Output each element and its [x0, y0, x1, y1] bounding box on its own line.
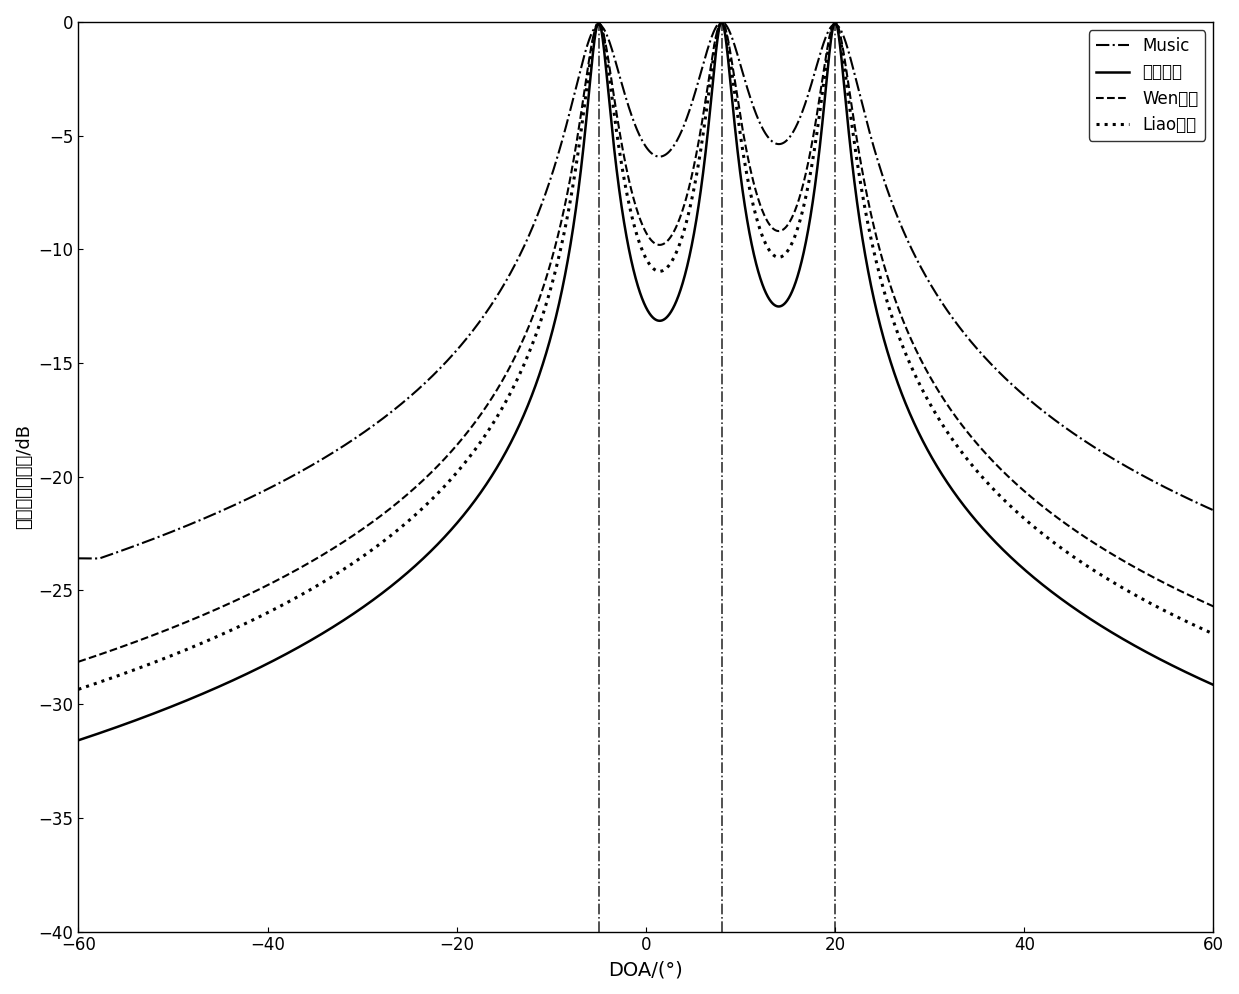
Music — [809, 59, 824, 71]
Liao算法 — [714, 16, 729, 28]
Music — [278, 474, 292, 486]
Music — [918, 270, 933, 282]
Music — [1005, 379, 1020, 391]
所提算法 — [809, 166, 824, 178]
Liao算法 — [752, 222, 767, 234]
Line: Music: Music — [78, 22, 1213, 559]
所提算法 — [504, 434, 519, 446]
Music — [71, 553, 85, 565]
Wen算法 — [918, 363, 933, 375]
Line: 所提算法: 所提算法 — [78, 22, 1213, 741]
Liao算法 — [918, 390, 933, 402]
Music — [506, 263, 520, 275]
所提算法 — [71, 735, 85, 746]
所提算法 — [278, 649, 292, 661]
Line: Wen算法: Wen算法 — [78, 22, 1213, 662]
Music — [1206, 504, 1220, 516]
所提算法 — [1005, 553, 1020, 565]
Music — [752, 116, 767, 128]
Y-axis label: 归一化输出功率/dB: 归一化输出功率/dB — [15, 424, 33, 529]
Liao算法 — [278, 598, 292, 610]
所提算法 — [1206, 679, 1220, 691]
Wen算法 — [1206, 600, 1220, 612]
Wen算法 — [71, 656, 85, 668]
Music — [92, 553, 107, 565]
Wen算法 — [809, 109, 824, 121]
所提算法 — [714, 16, 729, 28]
Liao算法 — [71, 683, 85, 695]
Wen算法 — [1005, 474, 1020, 486]
Wen算法 — [752, 197, 767, 209]
Legend: Music, 所提算法, Wen算法, Liao算法: Music, 所提算法, Wen算法, Liao算法 — [1089, 31, 1206, 141]
X-axis label: DOA/(°): DOA/(°) — [608, 960, 684, 979]
Liao算法 — [1005, 501, 1020, 513]
所提算法 — [918, 440, 933, 452]
Wen算法 — [278, 571, 292, 582]
Wen算法 — [504, 357, 519, 369]
所提算法 — [752, 269, 767, 281]
Liao算法 — [809, 127, 824, 139]
Wen算法 — [714, 16, 729, 28]
Liao算法 — [1206, 628, 1220, 640]
Line: Liao算法: Liao算法 — [78, 22, 1213, 689]
Liao算法 — [504, 384, 519, 396]
Music — [714, 16, 729, 28]
